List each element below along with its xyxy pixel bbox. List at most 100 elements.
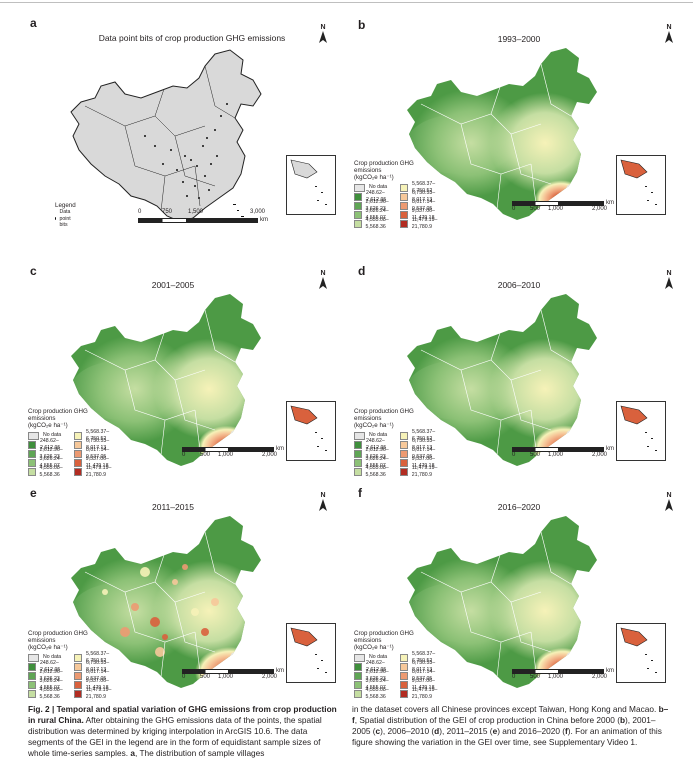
- caption-left: Fig. 2 | Temporal and spatial variation …: [28, 704, 338, 759]
- scale-tick: 500: [200, 674, 211, 680]
- south-china-sea-inset: [286, 401, 336, 461]
- legend-label: 11,479.19–21,780.9: [411, 217, 438, 230]
- north-arrow: N: [316, 270, 330, 291]
- legend-entry: 4,555.08–5,568.36: [28, 465, 66, 478]
- legend-label: 3,626.24–4,555.07: [365, 678, 389, 691]
- caption-text: ) and 2016–2020 (: [497, 726, 566, 736]
- legend-swatch: [400, 219, 408, 228]
- scale-tick: 1,000: [548, 674, 564, 680]
- legend-swatch: [400, 653, 409, 662]
- legend-entry: No data: [28, 431, 66, 440]
- legend-swatch: [28, 431, 39, 440]
- legend-title: Crop production GHG emissions: [354, 160, 414, 174]
- legend-swatch: [400, 689, 408, 698]
- legend-a: Legend Data point bits: [55, 202, 76, 229]
- legend-label: 248.62–2,612.95: [40, 660, 61, 673]
- legend-swatch: [400, 449, 409, 458]
- legend-label: 9,537.06–11,479.18: [411, 208, 435, 221]
- legend-entry: 2,612.96–3,626.23: [354, 199, 392, 212]
- legend-label: 248.62–2,612.95: [366, 190, 387, 203]
- legend-swatch: [74, 653, 83, 662]
- legend-entry: 8,017.14–9,537.05: [74, 669, 115, 682]
- panel-label: c: [30, 264, 37, 278]
- legend-label: 11,479.19–21,780.9: [85, 465, 112, 478]
- panel-title: 2011–2015: [152, 502, 194, 512]
- legend-label: 6,750.53–8,017.13: [86, 660, 110, 673]
- legend-entry: 3,626.24–4,555.07: [354, 678, 392, 691]
- legend-title: Crop production GHG emissions: [28, 630, 88, 644]
- legend-entry: 9,537.06–11,479.18: [400, 208, 441, 221]
- caption-right: in the dataset covers all Chinese provin…: [352, 704, 670, 748]
- legend-unit: (kgCO₂e ha⁻¹): [354, 422, 394, 429]
- caption-ref: b: [619, 715, 626, 725]
- legend-label: 2,612.96–3,626.23: [39, 669, 63, 682]
- top-rule: [0, 2, 693, 3]
- north-label: N: [666, 270, 672, 277]
- legend-swatch: [28, 653, 39, 662]
- legend-label: 248.62–2,612.95: [40, 438, 61, 451]
- scale-bar: km 0 500 1,000 2,000: [182, 668, 292, 682]
- north-arrow: N: [316, 492, 330, 513]
- north-arrow-icon: [665, 277, 673, 289]
- north-arrow: N: [662, 492, 676, 513]
- scale-tick: 750: [162, 209, 173, 215]
- legend-swatch: [400, 440, 409, 449]
- legend-label: 9,537.06–11,479.18: [411, 678, 435, 691]
- legend-entry: 6,750.53–8,017.13: [400, 190, 441, 203]
- legend-entry: 11,479.19–21,780.9: [400, 217, 441, 230]
- legend-label: No data: [369, 654, 388, 661]
- scale-tick: 0: [512, 674, 516, 680]
- legend-label: 5,568.37–6,750.52: [86, 429, 110, 442]
- caption-ref: e: [492, 726, 498, 736]
- legend-entry: 6,750.53–8,017.13: [400, 438, 441, 451]
- caption-text: in the dataset covers all Chinese provin…: [352, 704, 659, 714]
- legend-entry: 6,750.53–8,017.13: [74, 660, 115, 673]
- legend-swatch: [74, 680, 82, 689]
- legend-label: 8,017.14–9,537.05: [86, 669, 110, 682]
- north-label: N: [666, 24, 672, 31]
- legend-entry: 4,555.08–5,568.36: [354, 687, 392, 700]
- legend-swatch: [400, 210, 408, 219]
- legend-label: 11,479.19–21,780.9: [411, 687, 438, 700]
- legend-label: 3,626.24–4,555.07: [39, 456, 63, 469]
- legend-entry: 5,568.37–6,750.52: [400, 181, 441, 194]
- caption-text: ), 2006–2010 (: [380, 726, 435, 736]
- legend-label: 5,568.37–6,750.52: [412, 429, 436, 442]
- south-china-sea-inset: [616, 401, 666, 461]
- legend-entry: 2,612.96–3,626.23: [28, 669, 66, 682]
- legend-swatch: [354, 219, 362, 228]
- caption-ref: f: [565, 726, 568, 736]
- scale-bar: km 0 500 1,000 2,000: [182, 446, 292, 460]
- panel-title: 2016–2020: [497, 502, 541, 512]
- north-label: N: [666, 492, 672, 499]
- north-arrow-icon: [319, 277, 327, 289]
- scale-tick: 0: [182, 452, 186, 458]
- scale-tick: 0: [512, 206, 516, 212]
- legend-swatch: [354, 192, 363, 201]
- legend-entry: 2,612.96–3,626.23: [28, 447, 66, 460]
- legend-swatch: [354, 201, 362, 210]
- scale-tick: 0: [512, 452, 516, 458]
- figure-title: Fig. 2 | Temporal and spatial variation …: [28, 704, 337, 725]
- panel-label: b: [358, 18, 366, 32]
- legend-swatch: [400, 671, 409, 680]
- legend-entry: 248.62–2,612.95: [28, 660, 66, 673]
- legend-swatch: [74, 440, 83, 449]
- legend-label: 3,626.24–4,555.07: [365, 208, 389, 221]
- legend-swatch: [400, 662, 409, 671]
- legend-label: 8,017.14–9,537.05: [412, 447, 436, 460]
- legend-entry: 248.62–2,612.95: [354, 660, 392, 673]
- caption-ref: a: [130, 748, 135, 758]
- legend-label: 11,479.19–21,780.9: [85, 687, 112, 700]
- legend-swatch: [74, 449, 83, 458]
- south-china-sea-inset: [616, 623, 666, 683]
- legend-swatch: [400, 680, 408, 689]
- legend-swatch: [400, 183, 409, 192]
- legend-swatch: [28, 671, 36, 680]
- legend-swatch: [400, 192, 409, 201]
- legend-swatch: [354, 662, 363, 671]
- legend-label: 4,555.08–5,568.36: [39, 687, 63, 700]
- legend-entry: 3,626.24–4,555.07: [354, 456, 392, 469]
- scale-unit: km: [276, 446, 284, 452]
- legend-swatch: [28, 680, 36, 689]
